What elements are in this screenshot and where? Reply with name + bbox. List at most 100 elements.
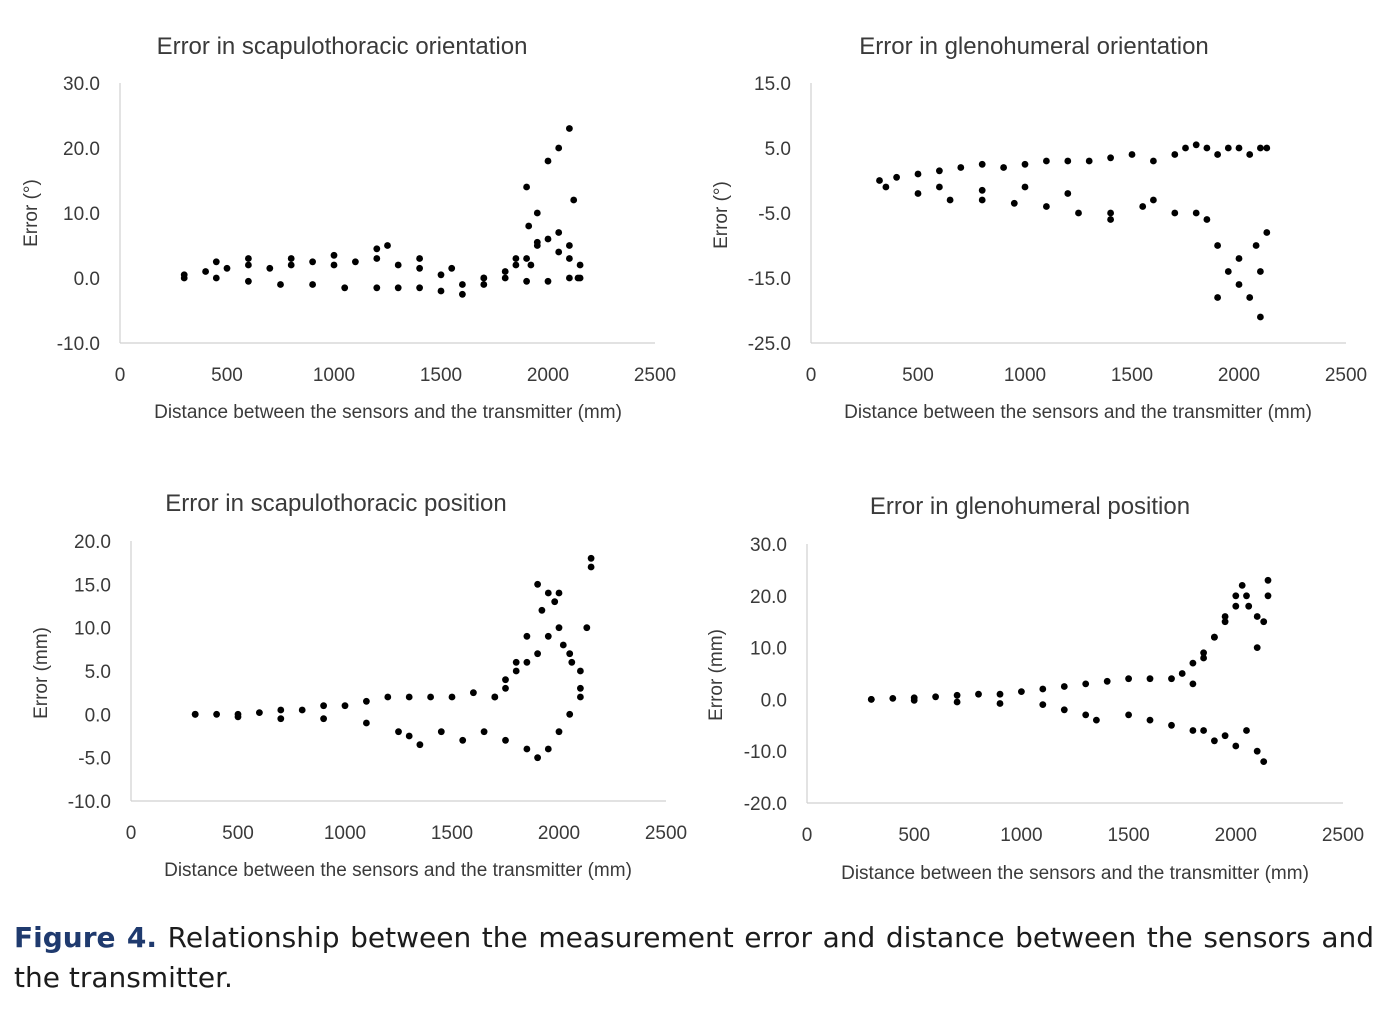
data-point xyxy=(1021,160,1029,168)
data-point xyxy=(1039,701,1047,708)
data-point xyxy=(523,658,531,666)
data-point xyxy=(437,287,445,295)
y-tick-label: 15.0 xyxy=(754,74,791,95)
data-point xyxy=(555,624,563,632)
data-point xyxy=(298,706,306,714)
data-point xyxy=(1232,602,1240,610)
data-point xyxy=(395,728,402,736)
x-tick-label: 1500 xyxy=(431,823,473,844)
x-tick-label: 1000 xyxy=(313,365,355,386)
data-point xyxy=(405,693,413,701)
y-tick-label: 0.0 xyxy=(74,269,100,290)
data-point xyxy=(533,209,541,217)
data-point xyxy=(1018,688,1025,695)
data-point xyxy=(957,164,965,171)
data-point xyxy=(1200,649,1207,657)
y-tick-label: 30.0 xyxy=(63,74,100,95)
data-point xyxy=(448,693,456,701)
x-tick-label: 1000 xyxy=(1004,365,1046,386)
data-point xyxy=(544,745,552,753)
data-point xyxy=(1060,683,1068,690)
data-point xyxy=(363,697,370,705)
chart-title: Error in glenohumeral orientation xyxy=(859,33,1209,60)
data-point xyxy=(309,258,316,266)
data-point xyxy=(538,606,546,614)
data-point xyxy=(1224,268,1232,275)
data-point xyxy=(363,719,370,727)
data-point xyxy=(953,691,961,699)
y-tick-label: -10.0 xyxy=(744,742,787,763)
data-point xyxy=(1178,670,1186,677)
x-axis-label: Distance between the sensors and the tra… xyxy=(164,860,632,881)
data-point xyxy=(245,261,252,269)
data-point xyxy=(523,632,531,640)
data-point xyxy=(341,702,349,710)
data-point xyxy=(1253,747,1261,755)
data-point xyxy=(1189,680,1197,688)
data-point xyxy=(373,284,381,292)
data-point xyxy=(996,690,1004,698)
x-tick-label: 2000 xyxy=(527,365,569,386)
data-point xyxy=(384,693,392,701)
y-axis-label: Error (°) xyxy=(711,181,732,249)
x-tick-label: 1000 xyxy=(324,823,366,844)
data-point xyxy=(341,284,349,292)
chart-panel-glenohumeral-orientation: Error in glenohumeral orientation -25.0 -1… xyxy=(711,33,1367,423)
data-point xyxy=(555,144,563,152)
data-point xyxy=(534,580,541,588)
y-tick-label: 0.0 xyxy=(761,690,787,711)
y-tick-label: 5.0 xyxy=(765,139,791,160)
y-axis-label: Error (°) xyxy=(21,179,42,247)
data-point xyxy=(876,177,883,184)
data-point xyxy=(1200,727,1207,734)
data-point xyxy=(583,624,591,632)
data-point xyxy=(394,261,402,269)
data-point xyxy=(566,274,573,282)
data-point xyxy=(587,563,595,571)
x-tick-label: 1500 xyxy=(1107,825,1149,846)
data-point xyxy=(978,186,986,194)
data-point xyxy=(1139,203,1147,210)
y-tick-label: 0.0 xyxy=(85,705,111,726)
x-tick-label: 500 xyxy=(222,823,254,844)
data-point xyxy=(555,229,563,236)
data-point xyxy=(352,258,359,266)
data-point xyxy=(1203,216,1211,223)
x-tick-label: 1500 xyxy=(1111,365,1153,386)
data-point xyxy=(1253,644,1261,651)
data-point xyxy=(502,676,509,684)
data-point xyxy=(277,715,285,723)
y-tick-label: -5.0 xyxy=(758,204,791,225)
data-point xyxy=(1000,164,1007,171)
data-point xyxy=(1182,144,1189,152)
data-point xyxy=(1245,602,1253,610)
data-point xyxy=(416,284,423,292)
data-point xyxy=(320,702,327,710)
data-point xyxy=(544,157,552,165)
data-point xyxy=(953,698,961,706)
data-point xyxy=(1043,203,1050,210)
data-point xyxy=(1203,144,1211,152)
data-point xyxy=(266,264,274,272)
data-point xyxy=(1082,711,1090,719)
data-point xyxy=(577,684,584,692)
data-point xyxy=(1200,654,1207,662)
data-point xyxy=(416,255,423,262)
data-point xyxy=(1192,209,1200,217)
data-point xyxy=(1039,685,1047,693)
data-point xyxy=(1221,732,1229,740)
data-point xyxy=(459,736,467,744)
figure-charts: Error in scapulothoracic orientation -10.… xyxy=(21,33,1367,884)
data-point xyxy=(459,290,466,298)
data-point xyxy=(180,274,188,282)
data-point xyxy=(245,277,252,285)
data-point xyxy=(1189,659,1197,667)
chart-title: Error in scapulothoracic position xyxy=(165,490,507,517)
data-point xyxy=(1243,592,1250,600)
x-tick-label: 1000 xyxy=(1000,825,1042,846)
data-point xyxy=(996,700,1004,707)
data-point xyxy=(416,264,423,272)
data-point xyxy=(523,745,531,753)
data-point xyxy=(1107,216,1114,223)
data-point xyxy=(587,554,595,562)
